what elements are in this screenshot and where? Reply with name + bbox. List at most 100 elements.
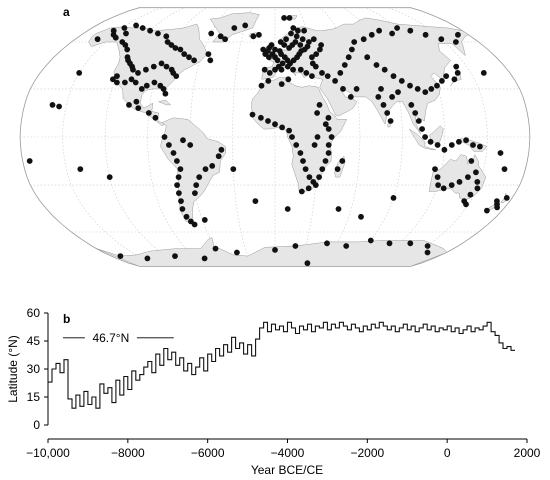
- site-dot: [168, 42, 175, 48]
- site-dot: [110, 27, 117, 34]
- site-dot: [249, 111, 256, 118]
- y-tick-label: 60: [27, 306, 41, 320]
- site-dot: [201, 217, 208, 223]
- site-dot: [390, 195, 397, 201]
- x-tick-label: −10,000: [26, 446, 70, 460]
- site-dot: [133, 98, 140, 105]
- site-dot: [279, 124, 285, 131]
- site-dot: [394, 25, 400, 31]
- site-dot: [289, 134, 295, 140]
- site-dot: [123, 30, 129, 37]
- site-dot: [135, 70, 141, 76]
- site-dot: [312, 182, 319, 189]
- site-dot: [306, 174, 313, 181]
- site-dot: [432, 166, 438, 173]
- site-dot: [292, 39, 299, 45]
- site-dot: [351, 39, 358, 45]
- site-dot: [49, 102, 56, 108]
- site-dot: [448, 142, 455, 148]
- site-dot: [305, 185, 312, 192]
- site-dot: [160, 86, 167, 92]
- site-dot: [163, 33, 170, 40]
- site-dot: [301, 27, 307, 34]
- graticule-meridian: [365, 7, 446, 267]
- site-dot: [313, 51, 320, 57]
- site-dot: [453, 63, 460, 70]
- site-dot: [435, 182, 441, 189]
- site-dot: [407, 240, 414, 247]
- site-dot: [76, 70, 83, 76]
- site-dot: [473, 169, 479, 176]
- y-tick-label: 30: [27, 362, 41, 376]
- site-dot: [364, 54, 371, 61]
- site-dot: [407, 82, 413, 89]
- site-dot: [143, 66, 149, 73]
- site-dot: [212, 245, 219, 252]
- site-dot: [138, 86, 145, 92]
- site-dot: [297, 150, 304, 156]
- site-dot: [453, 39, 459, 45]
- site-dot: [427, 138, 434, 145]
- site-dot: [266, 70, 273, 76]
- site-dot: [139, 25, 146, 31]
- annotation-label: 46.7°N: [92, 331, 129, 345]
- landmass-sumatra-java: [409, 128, 437, 151]
- site-dot: [256, 31, 262, 38]
- site-dot: [176, 190, 182, 197]
- site-dot: [186, 54, 192, 61]
- site-dot: [56, 103, 62, 110]
- y-tick-label: 15: [27, 390, 41, 404]
- site-dot: [234, 249, 240, 256]
- site-dot: [112, 34, 119, 41]
- site-dot: [343, 243, 350, 249]
- site-dot: [193, 182, 200, 189]
- site-dot: [334, 166, 341, 173]
- site-dot: [77, 166, 84, 173]
- landmass-cuba: [158, 99, 171, 106]
- x-tick-label: −8000: [111, 446, 145, 460]
- site-dot: [389, 30, 395, 37]
- site-dot: [217, 33, 224, 40]
- site-dot: [258, 114, 264, 121]
- site-dot: [456, 138, 462, 145]
- site-dot: [299, 36, 306, 43]
- site-dot: [283, 36, 289, 43]
- landmass-europe-asia: [261, 17, 469, 135]
- site-dot: [380, 102, 387, 108]
- site-dot: [177, 46, 184, 53]
- site-dot: [297, 66, 304, 73]
- site-dot: [448, 182, 455, 189]
- site-dot: [222, 36, 229, 43]
- site-dot: [298, 188, 305, 195]
- site-dot: [322, 158, 329, 164]
- site-dot: [434, 82, 440, 89]
- site-dot: [441, 146, 448, 153]
- site-dot: [424, 243, 431, 249]
- site-dot: [110, 76, 116, 83]
- site-dot: [122, 42, 129, 48]
- site-dot: [252, 198, 259, 205]
- site-dot: [286, 127, 292, 134]
- site-dot: [208, 30, 215, 37]
- site-dot: [279, 60, 286, 67]
- site-dot: [325, 114, 332, 121]
- site-dot: [358, 213, 364, 220]
- site-dot: [191, 221, 198, 228]
- y-axis-title: Latitude (°N): [6, 335, 20, 403]
- site-dot: [274, 57, 281, 64]
- site-dot: [290, 66, 296, 73]
- site-dot: [474, 185, 481, 192]
- site-dot: [317, 46, 323, 53]
- site-dot: [304, 43, 311, 50]
- site-dot: [454, 70, 461, 76]
- site-dot: [381, 66, 388, 73]
- site-dot: [311, 142, 318, 148]
- site-dot: [314, 134, 321, 140]
- site-dot: [272, 66, 278, 73]
- site-dot: [412, 110, 419, 116]
- site-dot: [424, 249, 431, 256]
- site-dot: [353, 86, 360, 92]
- landmass-antarctica: [96, 237, 447, 267]
- x-tick-label: −4000: [271, 446, 305, 460]
